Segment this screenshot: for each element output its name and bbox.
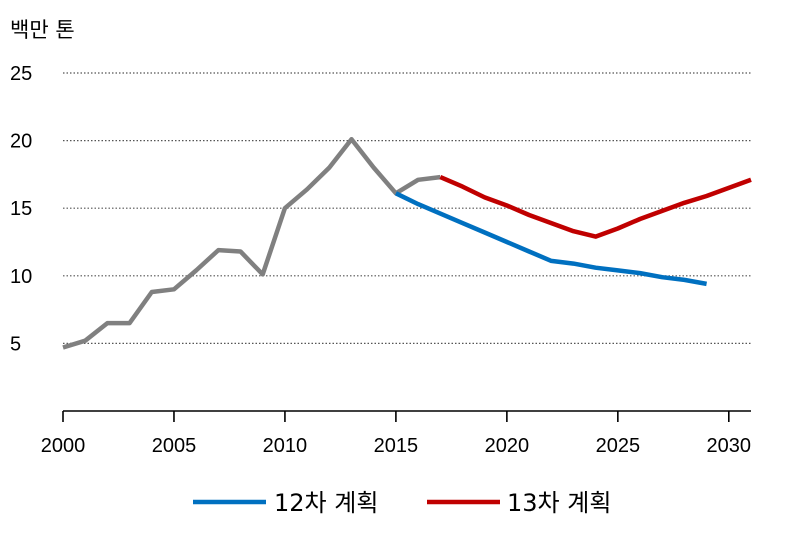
series-line-plan13 xyxy=(439,175,752,239)
legend-label-plan13: 13차 계획 xyxy=(507,489,611,517)
legend: 12차 계획 13차 계획 xyxy=(193,489,611,517)
x-tick-label-2015: 2015 xyxy=(374,435,419,457)
y-tick-label-20: 20 xyxy=(10,131,32,153)
y-tick-label-5: 5 xyxy=(10,333,21,355)
series-line-plan12 xyxy=(394,191,707,287)
series-lines xyxy=(62,136,752,350)
series-line-history xyxy=(62,136,441,350)
y-axis-unit-label: 백만 톤 xyxy=(10,18,75,42)
legend-label-plan12: 12차 계획 xyxy=(274,489,378,517)
x-axis-ticks: 2000 2005 2010 2015 2020 2025 2030 xyxy=(41,411,751,457)
x-tick-label-2025: 2025 xyxy=(596,435,641,457)
y-axis-ticks: 5 10 15 20 25 xyxy=(10,63,32,355)
x-tick-label-2010: 2010 xyxy=(263,435,308,457)
x-tick-label-2030: 2030 xyxy=(707,435,752,457)
y-tick-label-25: 25 xyxy=(10,63,32,85)
grid-lines xyxy=(63,72,751,344)
y-tick-label-15: 15 xyxy=(10,198,32,220)
x-tick-label-2005: 2005 xyxy=(152,435,197,457)
y-tick-label-10: 10 xyxy=(10,266,32,288)
x-tick-label-2000: 2000 xyxy=(41,435,86,457)
x-tick-label-2020: 2020 xyxy=(485,435,530,457)
